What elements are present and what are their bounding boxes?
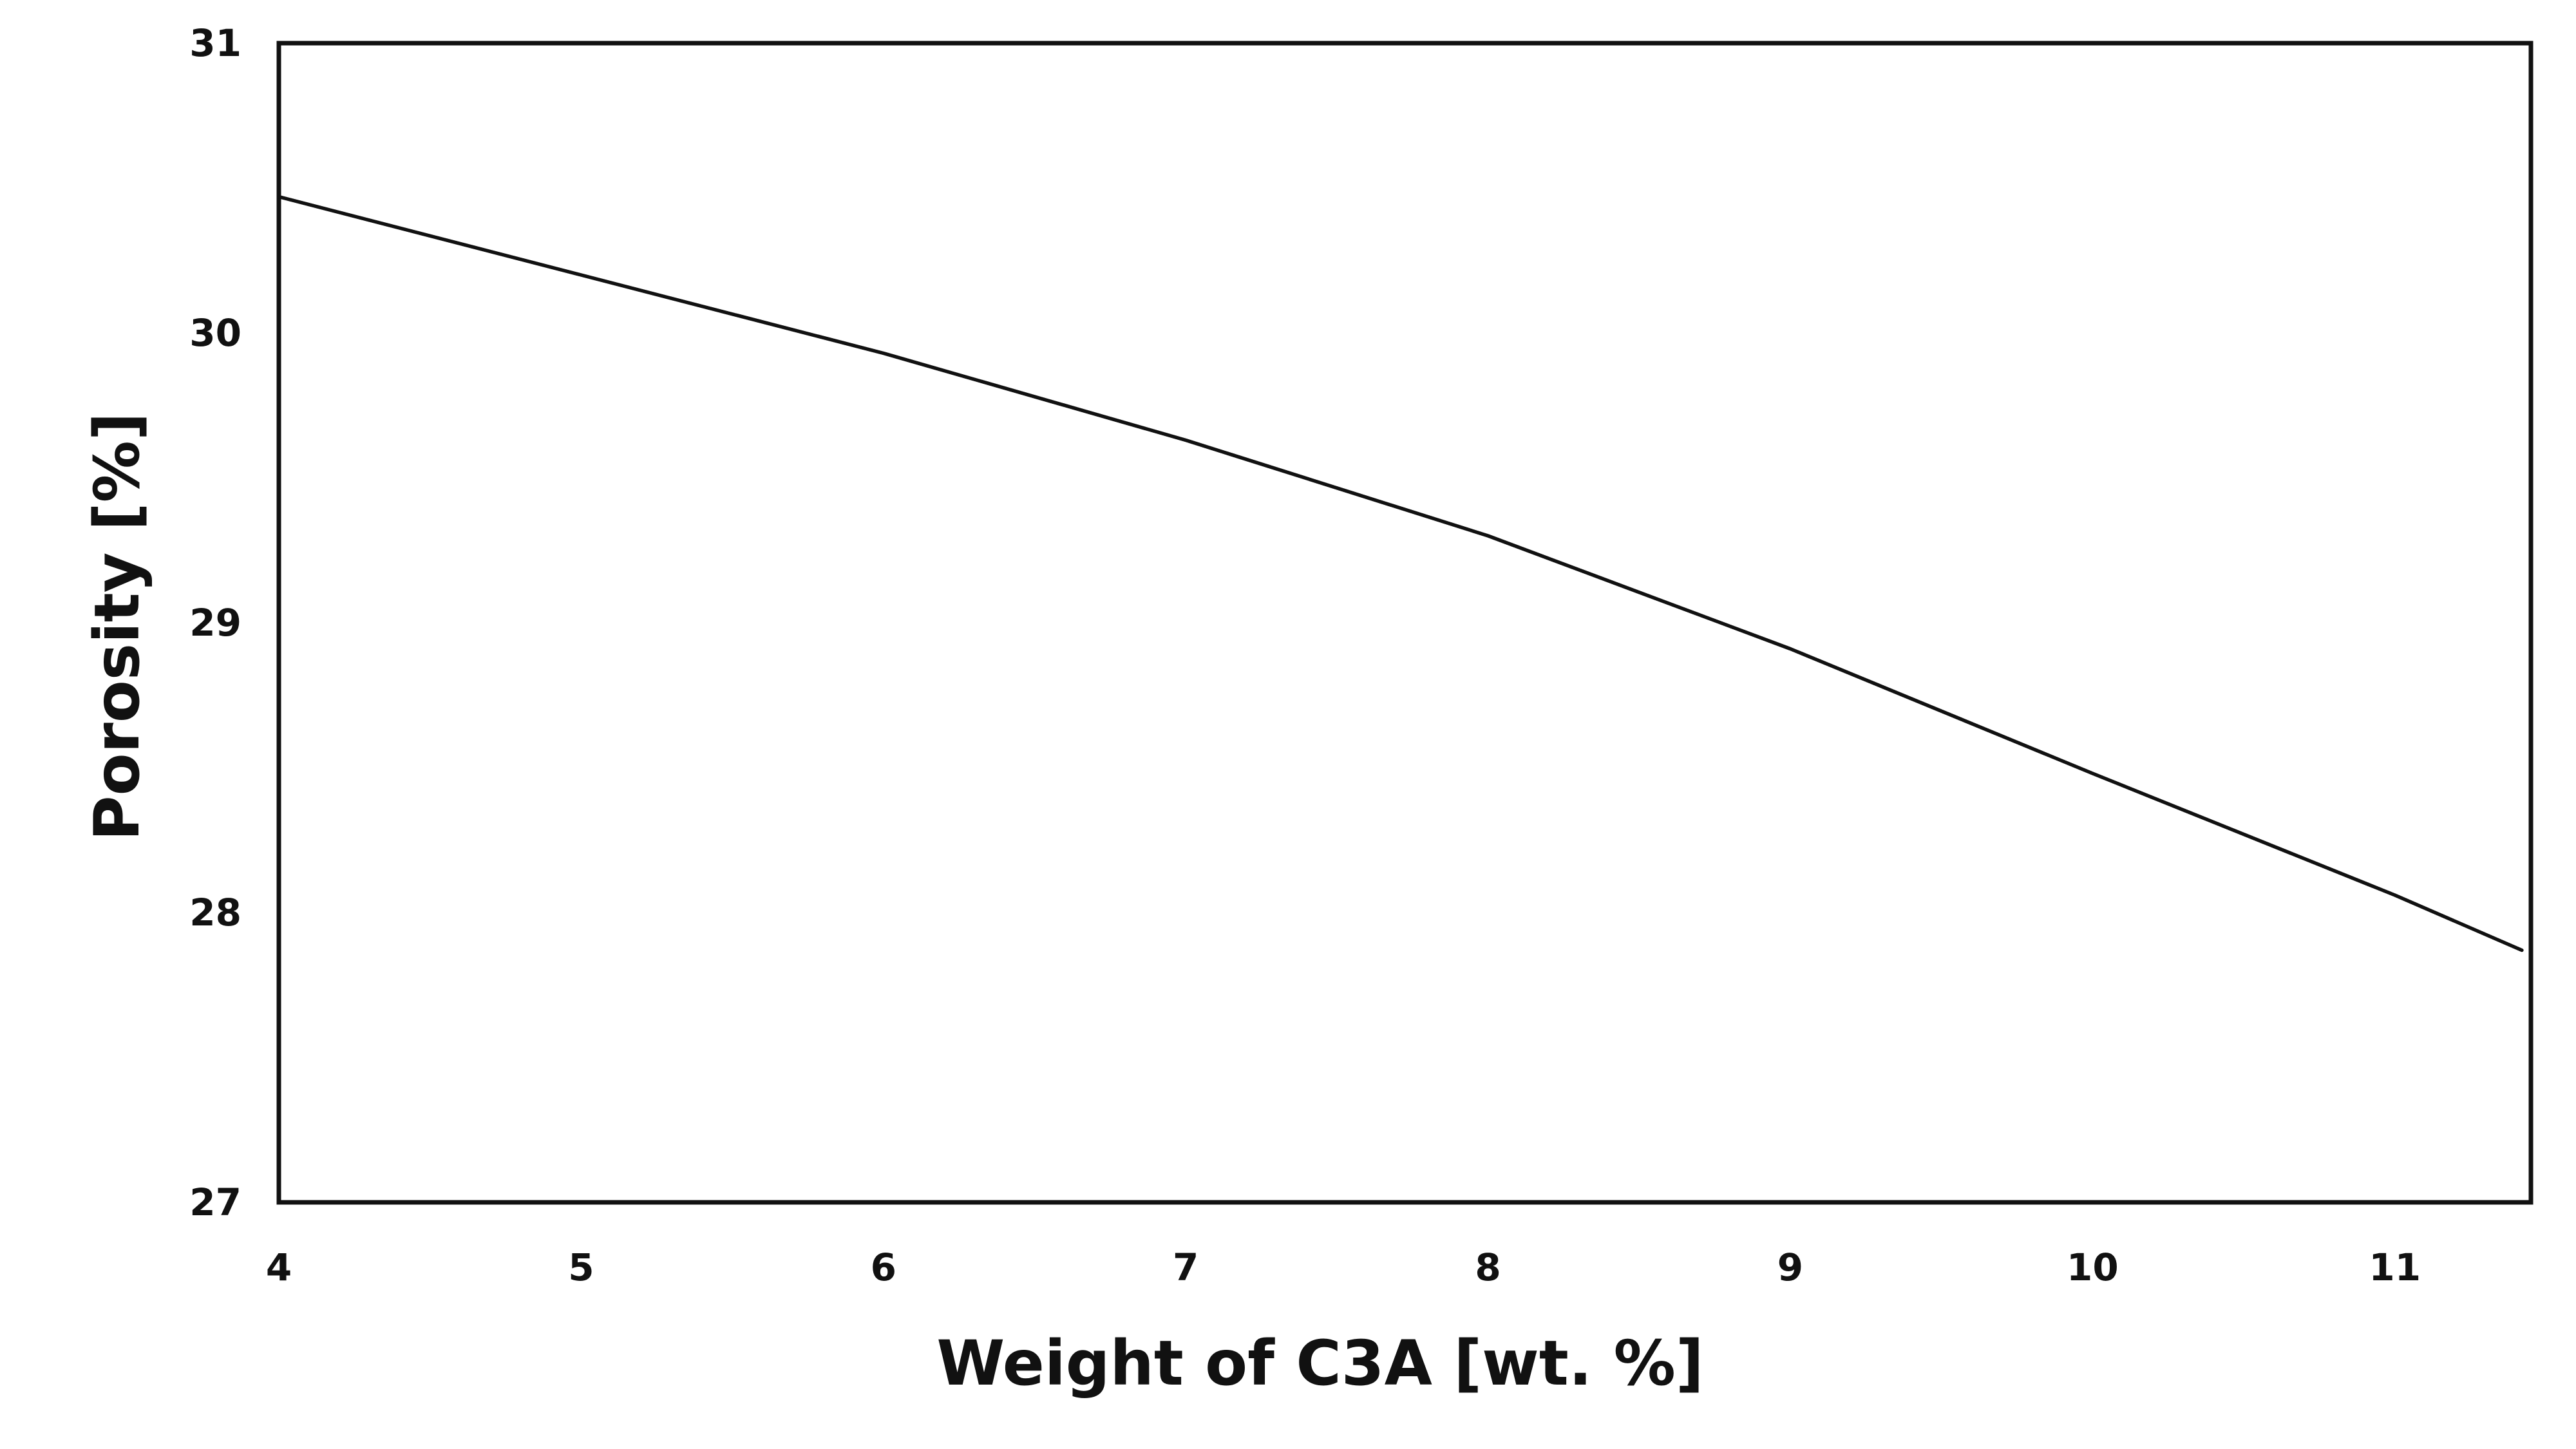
y-tick-label: 28 [189,891,242,934]
x-tick-label: 5 [568,1245,594,1289]
y-tick-label: 29 [189,601,242,645]
plot-frame [276,41,2533,1205]
x-axis-ticks: 4 5 6 7 8 9 10 11 [266,1245,2421,1289]
x-tick-label: 9 [1777,1245,1803,1289]
plot-area [276,41,2533,1205]
x-tick-label: 7 [1173,1245,1198,1289]
x-axis-title: Weight of C3A [wt. %] [936,1327,1703,1399]
porosity-line [277,194,2524,952]
x-tick-label: 6 [871,1245,896,1289]
x-tick-label: 11 [2369,1245,2421,1289]
x-tick-label: 8 [1475,1245,1501,1289]
y-tick-label: 27 [189,1180,242,1224]
y-axis-ticks: 27 28 29 30 31 [189,21,242,1224]
y-tick-label: 30 [189,311,242,355]
y-tick-label: 31 [189,21,242,65]
y-axis-title: Porosity [%] [81,412,153,840]
x-tick-label: 4 [266,1245,292,1289]
x-tick-label: 10 [2067,1245,2119,1289]
